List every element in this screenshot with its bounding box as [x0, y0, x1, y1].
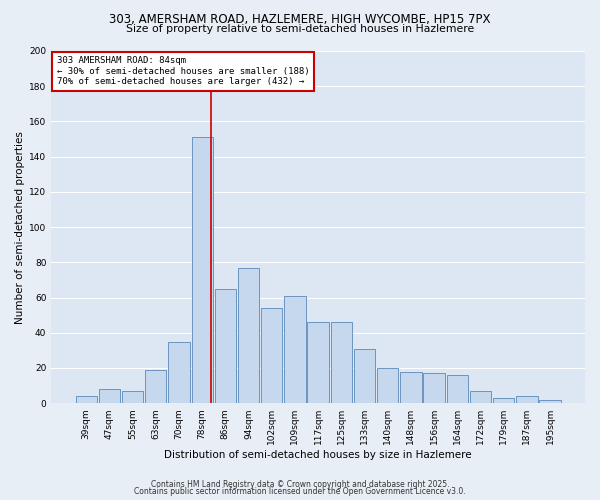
Bar	[446, 375, 468, 403]
Bar	[122, 391, 143, 403]
Text: Size of property relative to semi-detached houses in Hazlemere: Size of property relative to semi-detach…	[126, 24, 474, 34]
Bar	[354, 348, 375, 403]
Bar	[191, 138, 213, 403]
Bar	[261, 308, 283, 403]
Text: 303 AMERSHAM ROAD: 84sqm
← 30% of semi-detached houses are smaller (188)
70% of : 303 AMERSHAM ROAD: 84sqm ← 30% of semi-d…	[56, 56, 309, 86]
Y-axis label: Number of semi-detached properties: Number of semi-detached properties	[15, 130, 25, 324]
Bar	[516, 396, 538, 403]
Bar	[145, 370, 166, 403]
Bar	[238, 268, 259, 403]
Bar	[539, 400, 561, 403]
Bar	[424, 374, 445, 403]
X-axis label: Distribution of semi-detached houses by size in Hazlemere: Distribution of semi-detached houses by …	[164, 450, 472, 460]
Bar	[169, 342, 190, 403]
Bar	[331, 322, 352, 403]
Bar	[377, 368, 398, 403]
Bar	[76, 396, 97, 403]
Bar	[400, 372, 422, 403]
Text: 303, AMERSHAM ROAD, HAZLEMERE, HIGH WYCOMBE, HP15 7PX: 303, AMERSHAM ROAD, HAZLEMERE, HIGH WYCO…	[109, 12, 491, 26]
Bar	[284, 296, 305, 403]
Text: Contains HM Land Registry data © Crown copyright and database right 2025.: Contains HM Land Registry data © Crown c…	[151, 480, 449, 489]
Text: Contains public sector information licensed under the Open Government Licence v3: Contains public sector information licen…	[134, 488, 466, 496]
Bar	[307, 322, 329, 403]
Bar	[215, 288, 236, 403]
Bar	[99, 389, 120, 403]
Bar	[493, 398, 514, 403]
Bar	[470, 391, 491, 403]
